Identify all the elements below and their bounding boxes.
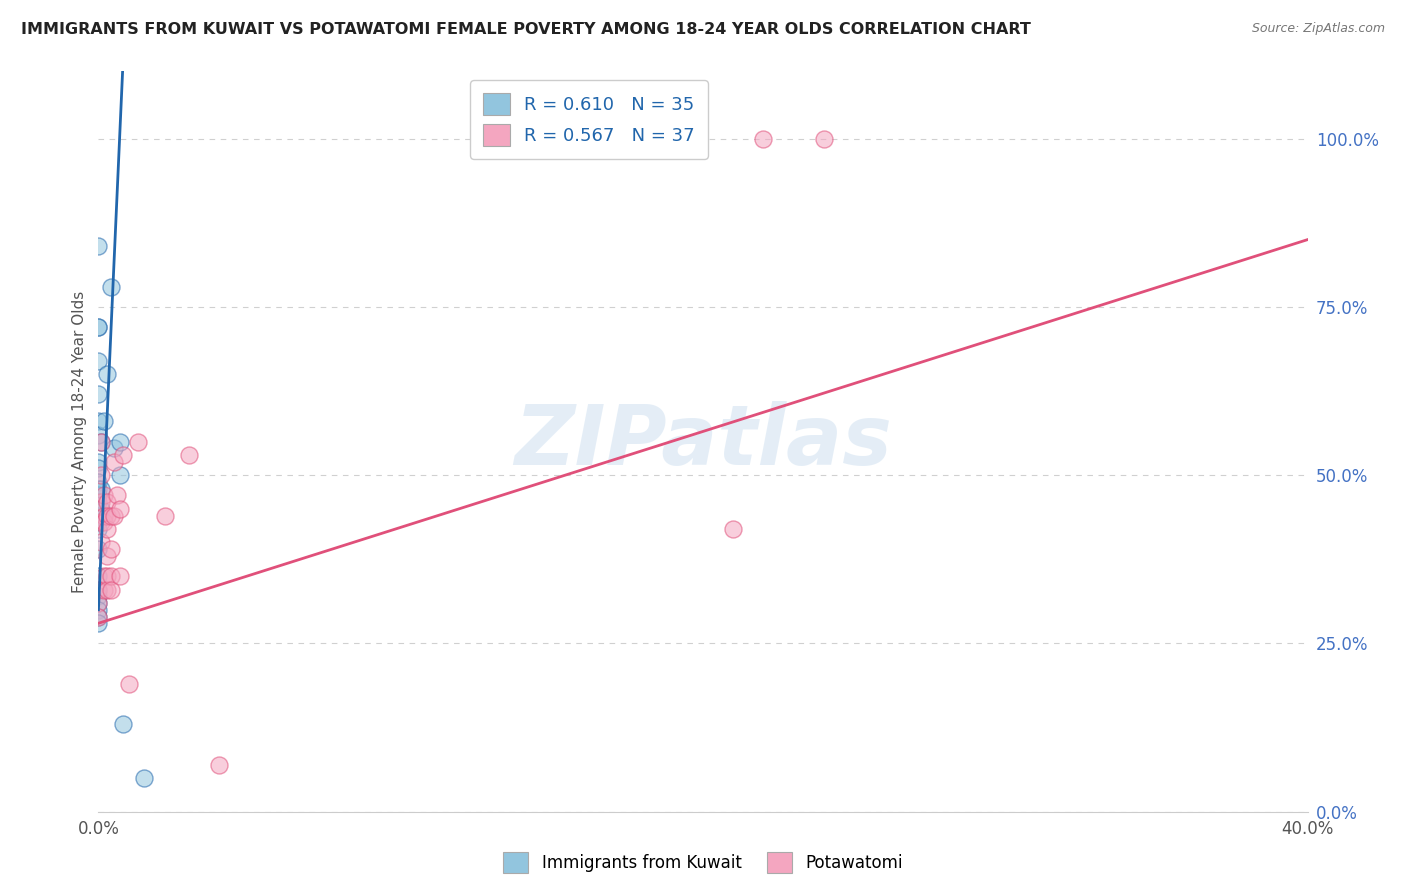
Point [87, 387, 110, 401]
Point [108, 434, 131, 449]
Point [208, 757, 231, 772]
Y-axis label: Female Poverty Among 18-24 Year Olds: Female Poverty Among 18-24 Year Olds [72, 291, 87, 592]
Point [87, 427, 110, 442]
Point [752, 131, 775, 145]
Point [87, 542, 110, 557]
Point [111, 448, 134, 462]
Point [87, 596, 110, 610]
Point [87, 475, 110, 489]
Text: Source: ZipAtlas.com: Source: ZipAtlas.com [1251, 22, 1385, 36]
Point [105, 488, 128, 502]
Point [87, 461, 110, 475]
Point [87, 482, 110, 496]
Point [108, 569, 131, 583]
Point [108, 468, 131, 483]
Point [87, 590, 110, 604]
Legend: Immigrants from Kuwait, Potawatomi: Immigrants from Kuwait, Potawatomi [496, 846, 910, 880]
Point [90, 482, 112, 496]
Point [96, 549, 118, 563]
Point [108, 501, 131, 516]
Point [111, 717, 134, 731]
Point [90, 434, 112, 449]
Point [93, 488, 115, 502]
Point [87, 522, 110, 536]
Point [90, 501, 112, 516]
Text: ZIPatlas: ZIPatlas [515, 401, 891, 482]
Point [87, 320, 110, 334]
Point [87, 616, 110, 631]
Text: IMMIGRANTS FROM KUWAIT VS POTAWATOMI FEMALE POVERTY AMONG 18-24 YEAR OLDS CORREL: IMMIGRANTS FROM KUWAIT VS POTAWATOMI FEM… [21, 22, 1031, 37]
Point [90, 516, 112, 530]
Point [93, 582, 115, 597]
Point [90, 434, 112, 449]
Point [87, 320, 110, 334]
Point [132, 771, 155, 785]
Legend: R = 0.610   N = 35, R = 0.567   N = 37: R = 0.610 N = 35, R = 0.567 N = 37 [470, 80, 707, 159]
Point [100, 569, 122, 583]
Point [96, 582, 118, 597]
Point [87, 603, 110, 617]
Point [87, 569, 110, 583]
Point [87, 596, 110, 610]
Point [118, 677, 141, 691]
Point [103, 442, 125, 456]
Point [103, 455, 125, 469]
Point [90, 495, 112, 509]
Point [153, 508, 176, 523]
Point [87, 582, 110, 597]
Point [90, 468, 112, 483]
Point [87, 508, 110, 523]
Point [87, 516, 110, 530]
Point [87, 582, 110, 597]
Point [87, 609, 110, 624]
Point [93, 414, 115, 428]
Point [87, 455, 110, 469]
Point [723, 522, 745, 536]
Point [87, 609, 110, 624]
Point [87, 495, 110, 509]
Point [87, 239, 110, 253]
Point [103, 508, 125, 523]
Point [100, 279, 122, 293]
Point [96, 522, 118, 536]
Point [93, 508, 115, 523]
Point [96, 569, 118, 583]
Point [100, 542, 122, 557]
Point [87, 353, 110, 368]
Point [96, 495, 118, 509]
Point [93, 569, 115, 583]
Point [100, 582, 122, 597]
Point [100, 508, 122, 523]
Point [93, 516, 115, 530]
Point [90, 535, 112, 549]
Point [179, 448, 201, 462]
Point [87, 414, 110, 428]
Point [127, 434, 149, 449]
Point [813, 131, 835, 145]
Point [96, 508, 118, 523]
Point [87, 488, 110, 502]
Point [96, 368, 118, 382]
